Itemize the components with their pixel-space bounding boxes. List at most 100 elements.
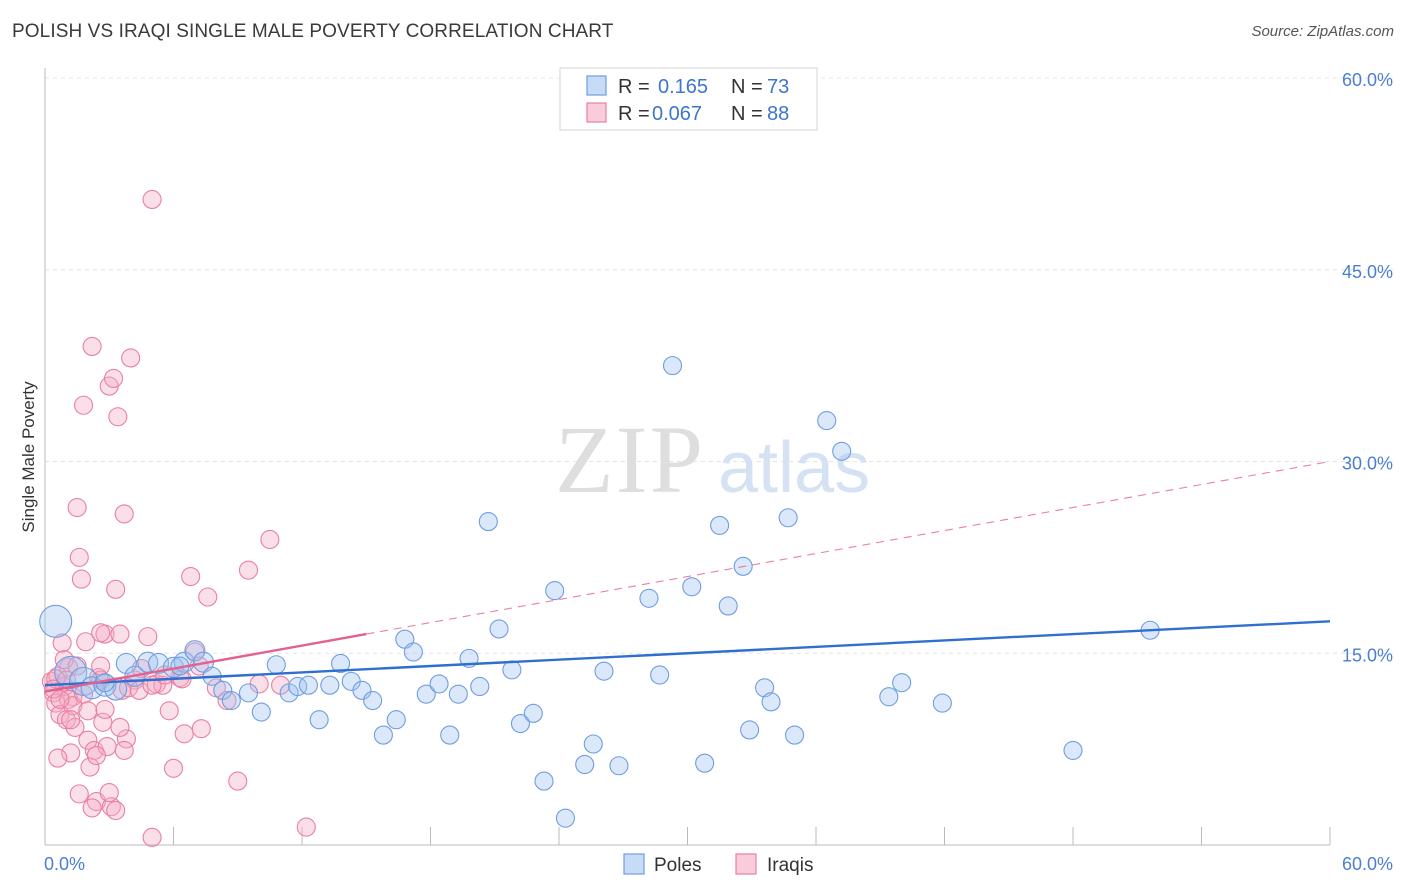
iraqis-point-68 [82, 798, 102, 818]
poles-point-12 [184, 640, 206, 662]
poles-point-59 [740, 720, 760, 740]
iraqis-point-9 [61, 743, 81, 763]
iraqis-point-53 [228, 771, 248, 791]
poles-point-52 [650, 665, 670, 685]
poles-point-47 [575, 754, 595, 775]
poles-point-23 [309, 710, 329, 730]
poles-point-68 [932, 693, 952, 713]
iraqis-point-73 [106, 800, 126, 821]
iraqis-point-85 [61, 710, 81, 730]
iraqis-point-31 [108, 407, 128, 427]
iraqis-point-16 [76, 632, 96, 652]
trend-line-iraqis [44, 632, 367, 693]
legend-swatch-poles [586, 75, 607, 96]
iraqis-point-71 [95, 699, 115, 720]
iraqis-point-72 [99, 783, 119, 803]
poles-point-53 [662, 356, 683, 376]
poles-point-39 [478, 512, 498, 532]
iraqis-point-13 [69, 547, 89, 567]
y-tick-labels: 15.0% 30.0% 45.0% 60.0% [1342, 70, 1393, 665]
iraqis-point-50 [198, 587, 218, 607]
poles-point-27 [352, 680, 372, 700]
iraqis-point-67 [78, 701, 98, 721]
series-iraqis [41, 189, 316, 847]
iraqis-point-61 [48, 748, 68, 768]
poles-point-54 [682, 577, 702, 597]
poles-point-48 [583, 734, 603, 754]
iraqis-point-32 [110, 624, 130, 644]
poles-point-56 [710, 515, 730, 535]
poles-point-51 [639, 588, 659, 608]
series-poles [39, 356, 1160, 828]
poles-point-63 [785, 725, 805, 745]
y-tick-label-1: 30.0% [1342, 454, 1393, 474]
poles-point-57 [718, 596, 738, 616]
iraqis-point-86 [67, 656, 87, 676]
iraqis-point-52 [217, 690, 237, 711]
poles-point-44 [534, 771, 554, 791]
iraqis-point-56 [260, 529, 280, 550]
iraqis-point-65 [69, 784, 89, 804]
watermark-zip: ZIP [555, 406, 705, 513]
bottom-legend: Poles Iraqis [623, 853, 813, 876]
poles-point-30 [386, 710, 406, 730]
poles-point-40 [489, 619, 509, 639]
poles-point-34 [429, 674, 449, 694]
iraqis-point-35 [116, 729, 136, 749]
poles-point-17 [238, 683, 259, 703]
poles-point-67 [892, 673, 912, 693]
y-tick-label-0: 15.0% [1342, 645, 1393, 665]
iraqis-point-47 [181, 566, 201, 587]
iraqis-point-58 [296, 817, 316, 837]
poles-point-41 [502, 660, 522, 680]
poles-point-6 [115, 652, 137, 675]
iraqis-point-54 [238, 560, 259, 580]
trend-line-iraqis-dashed [366, 460, 1331, 635]
poles-point-49 [594, 661, 614, 681]
iraqis-point-36 [121, 348, 141, 368]
iraqis-point-74 [110, 717, 130, 737]
legend-swatch-iraqis [586, 102, 607, 123]
poles-point-0 [39, 604, 73, 638]
poles-point-22 [298, 675, 318, 695]
y-tick-label-2: 45.0% [1342, 262, 1393, 282]
iraqis-point-44 [163, 758, 184, 778]
poles-point-36 [448, 684, 468, 704]
watermark: ZIP atlas [555, 406, 870, 513]
iraqis-point-69 [86, 745, 106, 766]
iraqis-point-17 [78, 730, 98, 750]
legend-n-value-poles: 73 [767, 76, 789, 98]
legend-n-label-poles: N = [731, 76, 763, 98]
poles-point-1 [54, 655, 88, 689]
legend-r-label-poles: R = [618, 76, 650, 98]
iraqis-point-75 [114, 740, 134, 760]
iraqis-point-83 [50, 689, 70, 709]
iraqis-point-14 [71, 569, 91, 589]
iraqis-point-12 [67, 497, 87, 518]
poles-point-35 [440, 725, 460, 745]
iraqis-point-5 [52, 633, 72, 653]
y-axis-title: Single Male Poverty [19, 381, 38, 533]
iraqis-point-59 [142, 827, 162, 847]
iraqis-point-40 [142, 189, 162, 209]
iraqis-point-15 [74, 395, 94, 415]
poles-point-32 [403, 642, 423, 662]
poles-point-55 [695, 753, 715, 773]
watermark-atlas: atlas [718, 428, 870, 508]
poles-point-69 [1063, 740, 1083, 760]
poles-point-42 [510, 714, 531, 734]
iraqis-point-46 [174, 724, 194, 744]
legend-box: R = 0.165 N = 73 R = 0.067 N = 88 [559, 67, 818, 131]
poles-point-46 [555, 808, 575, 828]
x-tick-label-min: 0.0% [44, 854, 85, 874]
trend-line-poles [44, 620, 1331, 687]
iraqis-point-87 [91, 623, 111, 643]
legend-r-value-poles: 0.165 [658, 76, 708, 98]
poles-point-66 [879, 687, 899, 707]
iraqis-point-34 [114, 504, 134, 524]
legend-n-value-iraqis: 88 [767, 103, 789, 125]
poles-point-45 [545, 581, 565, 601]
poles-point-38 [470, 676, 490, 697]
bottom-legend-swatch-poles [623, 853, 645, 875]
